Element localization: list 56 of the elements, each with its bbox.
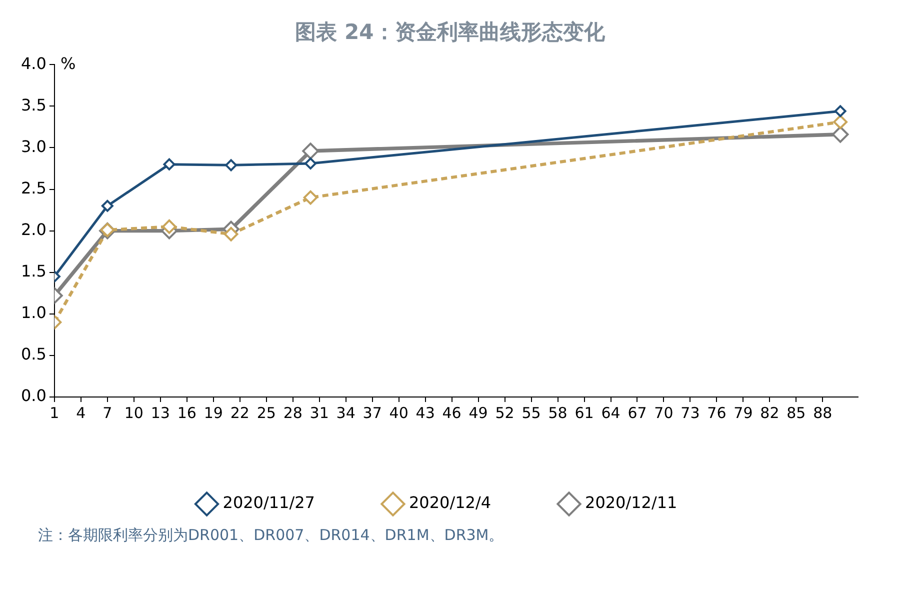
x-tick-label: 16 xyxy=(177,404,196,422)
y-tick-label: 0.0 xyxy=(20,386,46,406)
x-tick-label: 64 xyxy=(601,404,620,422)
x-tick-label: 55 xyxy=(522,404,541,422)
y-tick-label: 1.0 xyxy=(20,303,46,322)
point xyxy=(162,219,176,234)
point xyxy=(303,190,318,205)
y-axis-title: % xyxy=(60,54,76,73)
y-tick-label: 4.0 xyxy=(20,54,46,73)
point xyxy=(833,114,848,130)
x-tick-label: 52 xyxy=(495,404,514,422)
x-tick-label: 61 xyxy=(574,404,594,422)
point xyxy=(224,226,238,242)
y-tick-label: 0.5 xyxy=(20,344,46,364)
x-tick-label: 10 xyxy=(124,404,144,422)
legend-label: 2020/12/4 xyxy=(408,493,492,512)
x-tick-label: 70 xyxy=(654,404,674,422)
x-tick-label: 22 xyxy=(230,404,250,422)
x-tick-label: 1 xyxy=(50,404,60,422)
x-tick-label: 25 xyxy=(256,404,276,422)
x-tick-label: 85 xyxy=(786,404,806,422)
legend-label: 2020/12/11 xyxy=(585,493,678,512)
x-tick-label: 58 xyxy=(548,404,568,422)
point xyxy=(304,157,317,170)
point xyxy=(302,142,319,160)
legend-label: 2020/11/27 xyxy=(222,493,315,512)
x-tick-label: 4 xyxy=(76,404,86,422)
x-tick-label: 13 xyxy=(150,404,170,422)
point xyxy=(225,159,238,172)
x-tick-label: 67 xyxy=(628,404,647,422)
point xyxy=(101,200,114,212)
x-tick-label: 73 xyxy=(680,404,700,422)
x-tick-label: 31 xyxy=(310,404,329,422)
y-tick-label: 2.0 xyxy=(20,220,46,239)
y-tick-label: 1.5 xyxy=(20,262,46,281)
x-tick-label: 40 xyxy=(389,404,408,422)
y-tick-label: 2.5 xyxy=(20,178,46,198)
x-tick-label: 37 xyxy=(362,404,382,422)
text: 注：各期限利率分别为DR001、DR007、DR014、DR1M、DR3M。 xyxy=(38,526,505,545)
x-tick-label: 46 xyxy=(442,404,462,422)
x-tick-label: 79 xyxy=(734,404,753,422)
x-tick-label: 76 xyxy=(707,404,726,422)
x-tick-label: 7 xyxy=(102,404,112,422)
x-tick-label: 34 xyxy=(336,404,356,422)
y-tick-label: 3.5 xyxy=(20,95,46,114)
x-tick-label: 82 xyxy=(760,404,780,422)
x-tick-label: 49 xyxy=(468,404,488,422)
x-tick-label: 88 xyxy=(813,404,832,422)
point xyxy=(834,105,846,118)
point xyxy=(163,158,176,170)
y-tick-label: 3.0 xyxy=(20,136,46,156)
x-tick-label: 28 xyxy=(283,404,302,422)
x-tick-label: 43 xyxy=(416,404,435,422)
chart-title: 图表 24：资金利率曲线形态变化 xyxy=(294,19,606,46)
x-tick-label: 19 xyxy=(204,404,223,422)
point xyxy=(832,126,849,143)
